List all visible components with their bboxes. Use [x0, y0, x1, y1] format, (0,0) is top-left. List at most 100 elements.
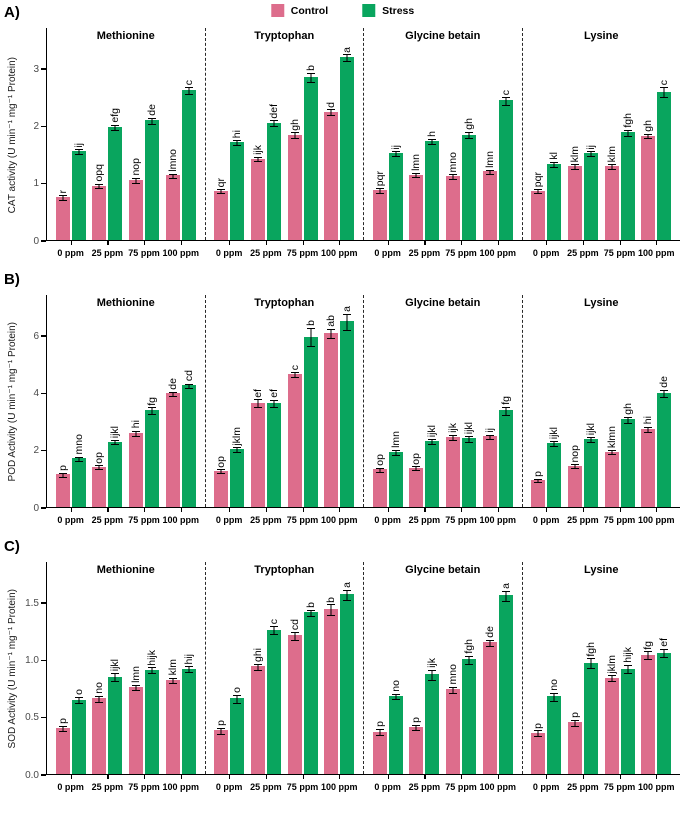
panel-pod-activity: B) POD Activity (U min⁻¹ mg⁻¹ Protein) 0… — [0, 271, 685, 525]
bar-control: p — [372, 721, 387, 774]
bar-stress: ijkl — [108, 426, 123, 507]
x-tick-label: 0 ppm — [532, 782, 560, 792]
significance-letter: c — [288, 364, 301, 370]
bar-stress: c — [657, 80, 672, 240]
significance-letter: p — [568, 712, 581, 719]
bar-control: ef — [250, 389, 265, 507]
x-tick-mark — [70, 240, 72, 245]
significance-letter: ab — [325, 314, 338, 327]
bar-group-0-ppm: p ijkl 0 ppm — [531, 427, 562, 525]
bar-control: klmn — [604, 426, 619, 507]
bar-group-100-ppm: b a 100 ppm — [321, 582, 358, 792]
error-bar — [449, 686, 458, 694]
bar-control: mno — [446, 152, 461, 240]
section-tryptophan: Tryptophan qr hi 0 ppm ijk def 25 ppm gh b 75 ppm… — [204, 28, 364, 258]
significance-letter: fg — [499, 396, 512, 406]
significance-letter: r — [56, 189, 69, 194]
x-tick-mark — [461, 240, 463, 245]
bar-stress: b — [303, 320, 318, 507]
y-tick: 0.5 — [25, 712, 46, 724]
x-tick-label: 100 ppm — [479, 248, 517, 258]
x-tick-label: 100 ppm — [637, 515, 675, 525]
error-bar — [570, 164, 579, 170]
bar-group-75-ppm: hi fg 75 ppm — [128, 397, 160, 525]
y-tick-mark — [41, 183, 46, 185]
bar-group-0-ppm: p no 0 ppm — [372, 680, 403, 792]
x-tick-mark — [619, 774, 621, 779]
control-swatch-icon — [270, 4, 284, 17]
bar-stress: b — [303, 65, 318, 240]
bar-control: pqr — [372, 171, 387, 240]
significance-letter: ij — [389, 144, 402, 150]
bar-control: nop — [129, 158, 144, 240]
significance-letter: gh — [621, 403, 634, 416]
x-tick-label: 100 ppm — [162, 248, 200, 258]
significance-letter: hijk — [146, 649, 159, 666]
x-tick-mark — [144, 774, 146, 779]
section-title: Lysine — [584, 297, 619, 309]
significance-letter: qr — [215, 177, 228, 188]
significance-letter: p — [56, 718, 69, 724]
significance-letter: ijkl — [426, 424, 439, 437]
bar-control: op — [409, 453, 424, 507]
significance-letter: op — [215, 455, 228, 468]
x-tick-mark — [265, 774, 268, 779]
x-tick-label: 75 ppm — [128, 515, 160, 525]
error-bar — [184, 383, 193, 389]
x-tick-label: 25 ppm — [567, 515, 599, 525]
y-axis: 0.0 0.5 1.0 1.5 — [20, 563, 46, 781]
x-tick-mark — [70, 507, 72, 512]
error-bar — [58, 195, 67, 201]
error-bar — [485, 434, 494, 440]
error-bar — [465, 655, 474, 665]
significance-letter: ijkl — [548, 427, 561, 440]
x-tick-mark — [546, 507, 548, 512]
error-bar — [95, 696, 104, 703]
bar-stress: fgh — [583, 642, 598, 774]
significance-letter: klm — [605, 146, 618, 163]
error-bar — [550, 162, 559, 168]
bar-stress: ijkl — [547, 427, 562, 507]
bar-group-0-ppm: p no 0 ppm — [531, 679, 562, 792]
error-bar — [111, 439, 120, 446]
x-tick-label: 75 ppm — [128, 782, 160, 792]
bar-group-100-ppm: de cd 100 ppm — [162, 370, 199, 525]
error-bar — [623, 417, 632, 424]
error-bar — [132, 430, 141, 437]
significance-letter: fg — [642, 640, 655, 650]
x-tick-mark — [229, 774, 231, 779]
section-title: Tryptophan — [254, 30, 315, 42]
bar-group-0-ppm: qr hi 0 ppm — [214, 130, 245, 258]
bar-group-100-ppm: gh c 100 ppm — [638, 80, 675, 258]
x-tick-mark — [424, 507, 426, 512]
x-tick-label: 0 ppm — [374, 248, 401, 258]
significance-letter: jklm — [231, 426, 244, 446]
error-bar — [550, 692, 559, 702]
y-tick-label: 0.0 — [25, 769, 39, 781]
error-bar — [148, 117, 157, 125]
y-tick-label: 0 — [33, 235, 39, 247]
error-bar — [95, 183, 104, 190]
section-title: Glycine betain — [405, 564, 481, 576]
significance-letter: ijkl — [584, 422, 597, 435]
x-tick-label: 75 ppm — [128, 248, 160, 258]
significance-letter: fg — [146, 396, 159, 406]
error-bar — [660, 649, 669, 658]
section-title: Lysine — [584, 30, 619, 42]
bar-group-0-ppm: p o 0 ppm — [55, 689, 86, 792]
error-bar — [465, 435, 474, 443]
section-glycine-betain: Glycine betain p no 0 ppm p ijk 25 ppm mno fgh 75… — [363, 562, 522, 792]
error-bar — [412, 466, 421, 472]
bar-control: mno — [446, 664, 461, 774]
error-bar — [269, 626, 278, 636]
y-tick-label: 6 — [33, 330, 39, 342]
y-tick-label: 1.5 — [25, 597, 39, 609]
bar-stress: fgh — [620, 113, 635, 240]
section-tryptophan: Tryptophan op jklm 0 ppm ef ef 25 ppm c b 75 ppm a… — [204, 295, 364, 525]
legend-label-control: Control — [290, 4, 329, 17]
error-bar — [111, 124, 120, 132]
x-tick-mark — [229, 240, 231, 245]
x-tick-mark — [339, 774, 341, 779]
x-tick-label: 25 ppm — [567, 782, 599, 792]
